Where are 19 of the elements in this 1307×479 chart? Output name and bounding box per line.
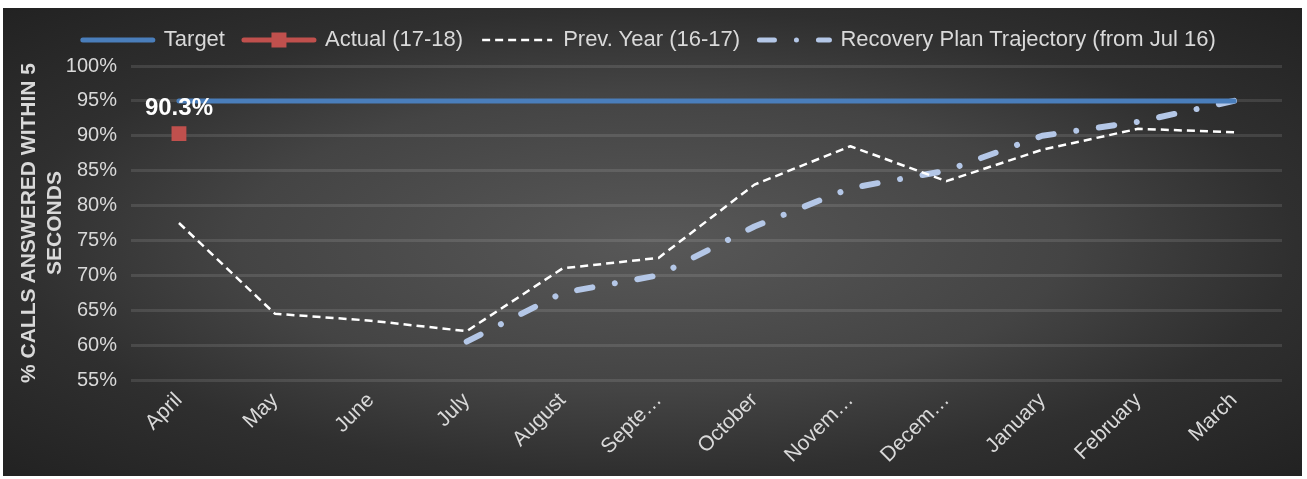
y-tick-label: 80% <box>76 193 118 216</box>
y-tick-label: 75% <box>76 227 118 250</box>
y-tick-label: 90% <box>76 123 118 146</box>
y-tick-label: 100% <box>65 53 118 76</box>
legend-label: Prev. Year (16-17) <box>563 26 741 52</box>
y-tick-label: 55% <box>76 367 118 390</box>
legend-label: Recovery Plan Trajectory (from Jul 16) <box>840 26 1216 52</box>
y-tick-label: 65% <box>76 297 118 320</box>
x-tick-label: July <box>430 387 474 431</box>
y-axis-title: % CALLS ANSWERED WITHIN 5 SECONDS <box>16 62 65 384</box>
y-tick-label: 95% <box>76 88 118 111</box>
legend-label: Target <box>163 26 225 52</box>
data-label: 90.3% <box>144 92 213 120</box>
y-tick-label: 60% <box>76 332 118 355</box>
x-tick-label: May <box>237 387 283 432</box>
y-tick-label: 85% <box>76 158 118 181</box>
legend-label: Actual (17-18) <box>324 26 464 52</box>
line-series <box>177 127 1236 333</box>
y-tick-label: 70% <box>76 262 118 285</box>
